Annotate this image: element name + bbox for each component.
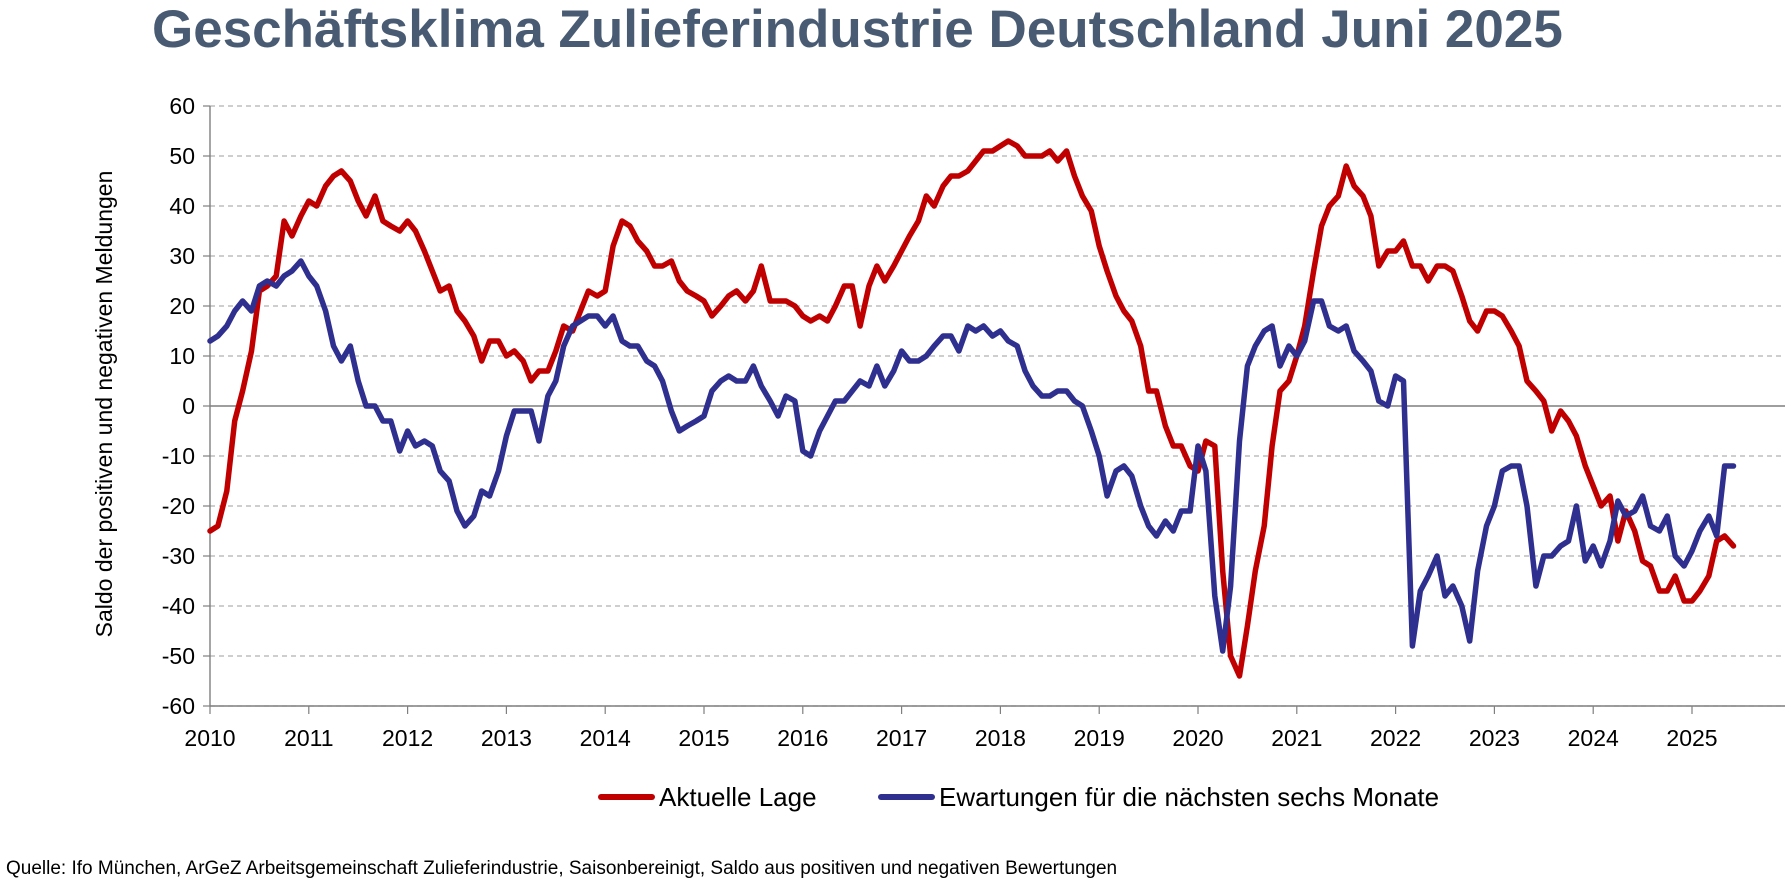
x-tick-label: 2023 (1469, 725, 1520, 751)
x-tick-label: 2024 (1568, 725, 1619, 751)
x-tick-label: 2010 (184, 725, 235, 751)
y-tick-label: -60 (162, 693, 195, 719)
legend-label-aktuelle-lage: Aktuelle Lage (659, 782, 817, 812)
legend-label-erwartungen: Ewartungen für die nächsten sechs Monate (939, 782, 1439, 812)
y-tick-label: 40 (169, 193, 195, 219)
x-tick-label: 2012 (382, 725, 433, 751)
y-tick-label: 0 (182, 393, 195, 419)
y-tick-label: 60 (169, 93, 195, 119)
x-tick-label: 2017 (876, 725, 927, 751)
x-tick-label: 2014 (580, 725, 631, 751)
legend: Aktuelle Lage Ewartungen für die nächste… (598, 782, 1439, 812)
y-tick-label: 10 (169, 343, 195, 369)
y-tick-label: -50 (162, 643, 195, 669)
y-tick-label: 50 (169, 143, 195, 169)
y-axis-ticks: 60 50 40 30 20 10 0 -10 -20 -30 -40 -50 -60 (162, 93, 210, 719)
x-tick-label: 2022 (1370, 725, 1421, 751)
x-tick-label: 2013 (481, 725, 532, 751)
source-note: Quelle: Ifo München, ArGeZ Arbeitsgemein… (6, 858, 1118, 879)
x-tick-label: 2015 (678, 725, 729, 751)
y-tick-label: 20 (169, 293, 195, 319)
x-tick-label: 2021 (1271, 725, 1322, 751)
series-line-erwartungen (207, 258, 1737, 654)
x-tick-label: 2018 (975, 725, 1026, 751)
y-tick-label: -30 (162, 543, 195, 569)
x-tick-label: 2016 (777, 725, 828, 751)
y-tick-label: -40 (162, 593, 195, 619)
gridlines (210, 105, 1785, 707)
y-axis-label: Saldo der positiven und negativen Meldun… (91, 171, 117, 638)
y-tick-label: 30 (169, 243, 195, 269)
series-lines (207, 138, 1737, 679)
y-tick-label: -20 (162, 493, 195, 519)
x-tick-label: 2011 (284, 725, 333, 751)
chart-title: Geschäftsklima Zulieferindustrie Deutsch… (152, 0, 1563, 59)
x-tick-label: 2025 (1666, 725, 1717, 751)
series-line-aktuelle-lage (207, 138, 1737, 679)
y-tick-label: -10 (162, 443, 195, 469)
x-axis-ticks: 2010 2011 2012 2013 2014 2015 2016 2017 2018 2019… (184, 706, 1718, 751)
axes (209, 106, 1785, 707)
x-tick-label: 2020 (1172, 725, 1223, 751)
x-tick-label: 2019 (1074, 725, 1125, 751)
